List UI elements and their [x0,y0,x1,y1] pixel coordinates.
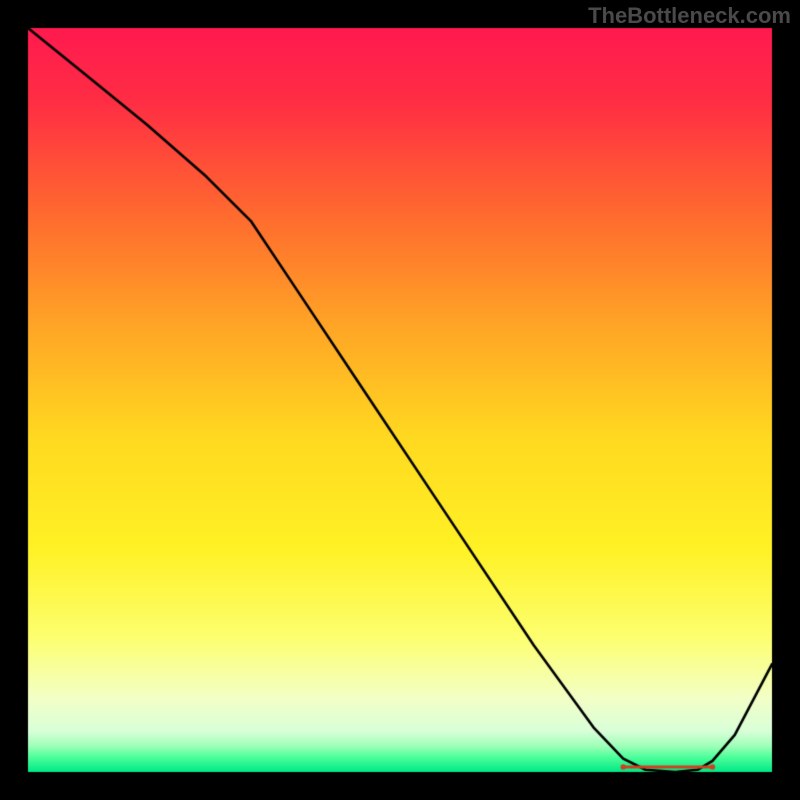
chart-container: { "canvas": { "width": 800, "height": 80… [0,0,800,800]
attribution-text: TheBottleneck.com [588,3,791,29]
chart-canvas [0,0,800,800]
